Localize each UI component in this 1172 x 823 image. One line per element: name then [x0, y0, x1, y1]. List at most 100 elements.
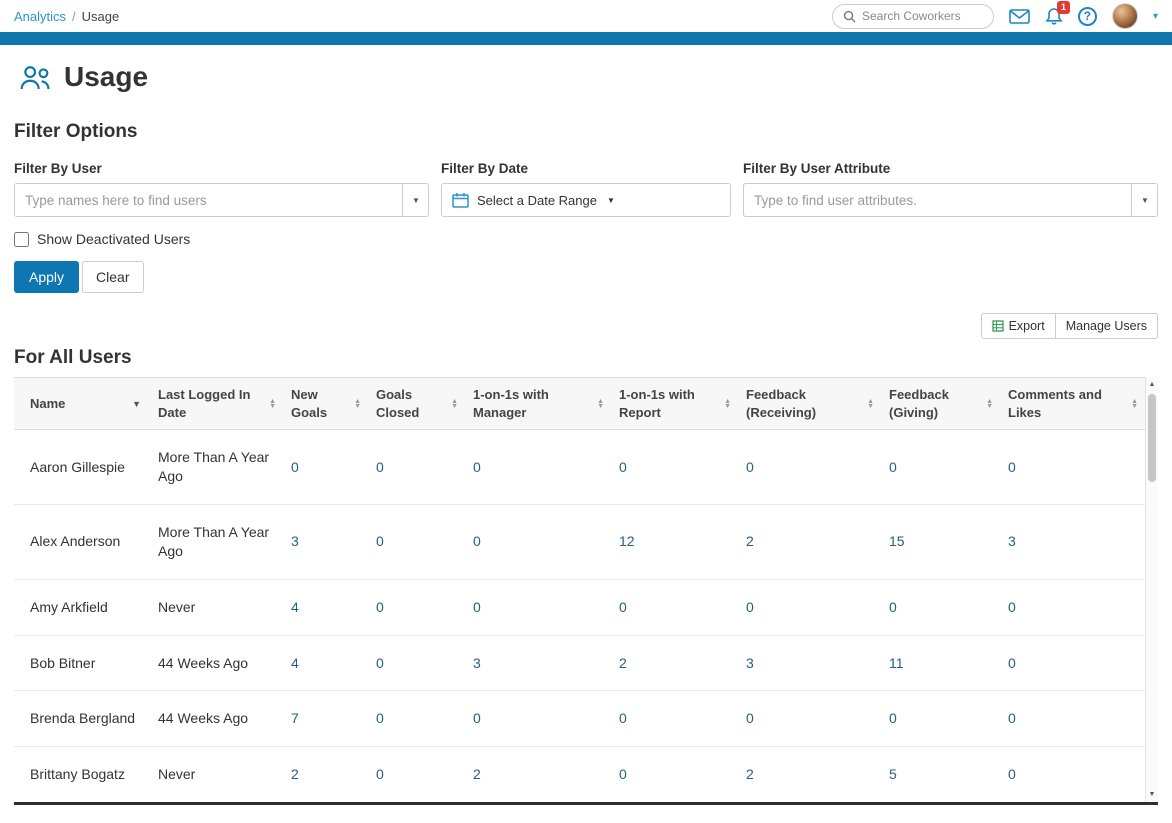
column-header-8[interactable]: Comments and Likes ▲ ▼: [1000, 376, 1145, 431]
notifications-button[interactable]: 1: [1045, 0, 1070, 26]
help-button[interactable]: ?: [1077, 6, 1097, 26]
cell-metric: 0: [1000, 746, 1145, 803]
cell-user-name: Brenda Bergland: [14, 690, 150, 747]
column-header-2[interactable]: New Goals ▲ ▼: [283, 376, 368, 431]
filter-user-input[interactable]: [14, 183, 429, 217]
cell-metric: 0: [1008, 458, 1016, 475]
scroll-thumb[interactable]: [1148, 394, 1156, 482]
table-scrollbar[interactable]: ▲ ▼: [1145, 377, 1158, 803]
filter-user-dropdown-toggle[interactable]: ▼: [402, 183, 429, 217]
column-header-7[interactable]: Feedback (Giving) ▲ ▼: [881, 376, 1000, 431]
clear-button[interactable]: Clear: [82, 261, 144, 293]
cell-metric: 5: [881, 746, 1000, 803]
cell-metric: 0: [738, 690, 881, 747]
cell-metric: 15: [881, 503, 1000, 580]
sort-toggle-icon[interactable]: ▲ ▼: [867, 397, 874, 410]
messages-button[interactable]: [1009, 8, 1030, 24]
calendar-icon: [452, 193, 469, 208]
cell-metric: 0: [368, 746, 465, 803]
cell-metric: 0: [465, 690, 611, 747]
page-header: Usage: [0, 45, 1172, 103]
cell-metric: 2: [465, 746, 611, 803]
table-row: Alex Anderson More Than A Year Ago 3 0 0 12 2 1…: [14, 503, 1145, 580]
cell-user-name: Aaron Gillespie: [30, 458, 125, 475]
for-all-users-heading: For All Users: [14, 347, 132, 368]
column-header-label: Name: [30, 395, 66, 411]
filter-attribute-dropdown-toggle[interactable]: ▼: [1131, 183, 1158, 217]
table-body: Aaron Gillespie More Than A Year Ago 0 0 0 0 0…: [14, 430, 1145, 803]
cell-last-login: 44 Weeks Ago: [150, 690, 283, 747]
sort-toggle-icon[interactable]: ▲ ▼: [269, 397, 276, 410]
breadcrumb-analytics-link[interactable]: Analytics: [14, 8, 67, 24]
cell-last-login: 44 Weeks Ago: [150, 634, 283, 691]
scroll-up-icon[interactable]: ▲: [1148, 381, 1156, 388]
column-header-label: Comments and Likes: [1008, 387, 1102, 420]
sort-toggle-icon[interactable]: ▲ ▼: [597, 397, 604, 410]
cell-metric: 2: [738, 746, 881, 803]
show-deactivated-checkbox[interactable]: [14, 231, 29, 247]
cell-user-name: Amy Arkfield: [14, 578, 150, 636]
table-row: Brenda Bergland 44 Weeks Ago 7 0 0 0 0 0 0: [14, 690, 1145, 747]
apply-button[interactable]: Apply: [14, 261, 80, 293]
cell-metric: 0: [881, 578, 1000, 636]
notification-badge: 1: [1056, 0, 1070, 14]
column-header-4[interactable]: 1-on-1s with Manager ▲ ▼: [465, 376, 611, 431]
cell-last-login: Never: [150, 746, 283, 803]
scroll-down-icon[interactable]: ▼: [1148, 791, 1156, 799]
export-button-label: Export: [1008, 319, 1045, 333]
spreadsheet-icon: [991, 320, 1004, 332]
filter-by-date-label: Filter By Date: [441, 161, 529, 176]
date-range-caret-icon: ▼: [606, 195, 615, 205]
cell-metric: 2: [611, 634, 738, 691]
date-range-button[interactable]: Select a Date Range ▼: [441, 183, 731, 217]
cell-user-name: Bob Bitner: [14, 634, 150, 691]
table-row: Brittany Bogatz Never 2 0 2 0 2 5 0: [14, 746, 1145, 803]
search-icon: [843, 10, 856, 23]
column-header-label: Feedback (Receiving): [746, 387, 817, 420]
cell-metric: 4: [283, 634, 368, 691]
coworker-search[interactable]: [831, 3, 994, 29]
sort-toggle-icon[interactable]: ▲ ▼: [986, 397, 993, 410]
cell-last-login: More Than A Year Ago: [158, 449, 270, 484]
export-button[interactable]: Export: [980, 313, 1056, 339]
filter-attribute-input[interactable]: [743, 183, 1158, 217]
cell-metric: 0: [368, 503, 465, 580]
table-row: Bob Bitner 44 Weeks Ago 4 0 3 2 3 11 0: [14, 634, 1145, 691]
cell-metric: 0: [738, 578, 881, 636]
cell-last-login: Never: [150, 578, 283, 636]
date-range-value: Select a Date Range: [477, 192, 597, 208]
cell-metric: 0: [473, 458, 481, 475]
column-header-0[interactable]: Name ▼: [14, 376, 150, 431]
cell-metric: 3: [283, 503, 368, 580]
cell-metric: 3: [738, 634, 881, 691]
sort-caret-icon[interactable]: ▼: [132, 398, 141, 409]
accent-bar: [0, 32, 1172, 45]
cell-metric: 12: [611, 503, 738, 580]
column-header-6[interactable]: Feedback (Receiving) ▲ ▼: [738, 376, 881, 431]
sort-toggle-icon[interactable]: ▲ ▼: [724, 397, 731, 410]
cell-metric: 0: [1000, 578, 1145, 636]
envelope-icon: [1009, 8, 1030, 24]
cell-metric: 0: [889, 458, 897, 475]
column-header-3[interactable]: Goals Closed ▲ ▼: [368, 376, 465, 431]
usage-table: Name ▼ Last Logged In Date ▲ ▼ New Goals ▲ ▼ Goa…: [14, 376, 1145, 803]
column-header-5[interactable]: 1-on-1s with Report ▲ ▼: [611, 376, 738, 431]
table-row: Amy Arkfield Never 4 0 0 0 0 0 0: [14, 578, 1145, 636]
account-menu-caret-icon[interactable]: ▾: [1152, 10, 1158, 22]
column-header-1[interactable]: Last Logged In Date ▲ ▼: [150, 376, 283, 431]
cell-metric: 0: [611, 746, 738, 803]
cell-metric: 0: [619, 458, 627, 475]
breadcrumb-current: Usage: [81, 8, 120, 24]
avatar[interactable]: [1111, 3, 1138, 29]
sort-toggle-icon[interactable]: ▲ ▼: [354, 397, 361, 410]
manage-users-button[interactable]: Manage Users: [1055, 313, 1158, 339]
column-header-label: 1-on-1s with Report: [619, 387, 695, 420]
cell-metric: 0: [376, 458, 384, 475]
show-deactivated-label: Show Deactivated Users: [37, 231, 191, 247]
users-icon: [20, 65, 50, 89]
breadcrumb: Analytics / Usage: [14, 9, 119, 24]
search-input[interactable]: [861, 9, 980, 23]
sort-toggle-icon[interactable]: ▲ ▼: [451, 397, 458, 410]
usage-table-container: Name ▼ Last Logged In Date ▲ ▼ New Goals ▲ ▼ Goa…: [14, 376, 1158, 806]
sort-toggle-icon[interactable]: ▲ ▼: [1131, 397, 1138, 410]
